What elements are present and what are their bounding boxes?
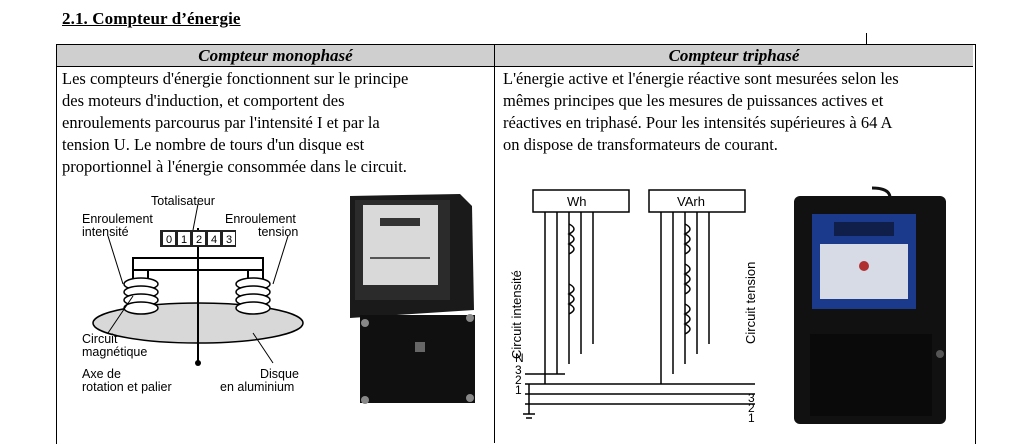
digit: 1 xyxy=(181,234,187,246)
label-right-3: 3 xyxy=(748,391,755,405)
digit: 3 xyxy=(226,234,232,246)
header-monophase: Compteur monophasé xyxy=(57,45,494,67)
monophase-meter-diagram: 0 1 2 4 3 Totalisateur Enroulement inten… xyxy=(82,194,304,394)
counter-digits: 0 1 2 4 3 xyxy=(160,230,236,247)
column-divider xyxy=(494,44,495,443)
margin-mark xyxy=(866,33,867,45)
triphase-wiring-diagram: Wh VArh Circuit intensité Circuit tensio… xyxy=(509,189,758,425)
label-rotation: rotation et palier xyxy=(82,380,172,394)
label-enroulement-intensite: Enroulement xyxy=(82,212,153,226)
label-magnetique: magnétique xyxy=(82,345,147,359)
header-triphase: Compteur triphasé xyxy=(495,45,973,67)
label-right-1: 1 xyxy=(748,411,755,425)
section-title: 2.1. Compteur d’énergie xyxy=(62,9,241,28)
text-monophase: Les compteurs d'énergie fonctionnent sur… xyxy=(62,69,409,176)
label-enroulement-tension: Enroulement xyxy=(225,212,296,226)
label-aluminium: en aluminium xyxy=(220,380,294,394)
label-disque: Disque xyxy=(260,367,299,381)
label-left-3: 3 xyxy=(515,363,522,377)
label-left-2: 2 xyxy=(515,373,522,387)
digit: 4 xyxy=(211,234,217,246)
label-totalisateur: Totalisateur xyxy=(151,194,215,208)
digit: 0 xyxy=(166,234,172,246)
label-circuit: Circuit xyxy=(82,332,118,346)
label-tension: tension xyxy=(258,225,298,239)
label-axe: Axe de xyxy=(82,367,121,381)
label-varh: VArh xyxy=(677,194,705,209)
monophase-meter-photo xyxy=(350,194,475,404)
label-wh: Wh xyxy=(567,194,587,209)
label-circuit-intensite: Circuit intensité xyxy=(509,270,524,359)
label-intensite: intensité xyxy=(82,225,129,239)
label-n: N xyxy=(515,351,524,365)
label-right-2: 2 xyxy=(748,401,755,415)
comparison-table xyxy=(56,44,976,444)
text-triphase: L'énergie active et l'énergie réactive s… xyxy=(503,69,899,154)
label-left-1: 1 xyxy=(515,383,522,397)
label-circuit-tension: Circuit tension xyxy=(743,262,758,344)
digit: 2 xyxy=(196,234,202,246)
triphase-meter-photo xyxy=(794,186,946,424)
